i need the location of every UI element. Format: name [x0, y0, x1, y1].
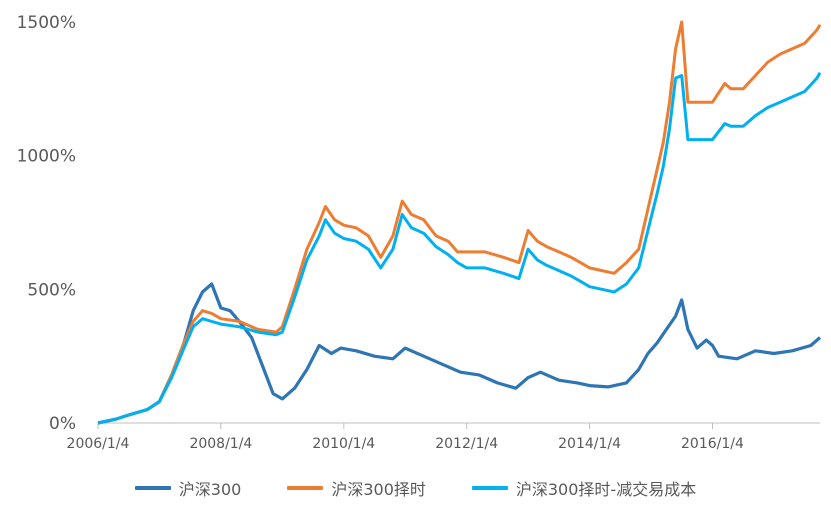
- line-chart-plot: 0% 500% 1000% 1500% 2006/1/4 2008/1/4 2010/1/…: [17, 13, 822, 452]
- x-axis-ticks: 2006/1/4 2008/1/4 2010/1/4 2012/1/4 2014/1/4…: [67, 423, 744, 452]
- y-tick-label: 0%: [49, 414, 76, 434]
- x-tick-label: 2006/1/4: [67, 436, 130, 452]
- x-tick-label: 2008/1/4: [189, 436, 252, 452]
- series-line-0: [97, 282, 822, 425]
- y-tick-label: 1000%: [17, 147, 76, 167]
- series-line-1: [97, 20, 822, 425]
- legend-label: 沪深300择时-减交易成本: [515, 480, 697, 499]
- x-tick-label: 2016/1/4: [681, 436, 744, 452]
- chart-legend: 沪深300 沪深300择时 沪深300择时-减交易成本: [0, 476, 831, 500]
- series-layer: [97, 20, 822, 425]
- legend-swatch: [287, 486, 324, 490]
- series-line-2: [97, 72, 822, 425]
- legend-swatch: [134, 486, 171, 490]
- x-tick-label: 2012/1/4: [435, 436, 498, 452]
- legend-item-1: 沪深300择时: [287, 476, 426, 500]
- legend-item-2: 沪深300择时-减交易成本: [471, 476, 697, 500]
- x-tick-label: 2010/1/4: [312, 436, 375, 452]
- legend-label: 沪深300择时: [331, 480, 426, 499]
- y-tick-label: 1500%: [17, 13, 76, 33]
- legend-swatch: [471, 486, 508, 490]
- y-tick-label: 500%: [27, 280, 76, 300]
- x-tick-label: 2014/1/4: [558, 436, 621, 452]
- legend-label: 沪深300: [178, 480, 242, 499]
- legend-item-0: 沪深300: [134, 476, 242, 500]
- y-axis-ticks: 0% 500% 1000% 1500%: [17, 13, 76, 434]
